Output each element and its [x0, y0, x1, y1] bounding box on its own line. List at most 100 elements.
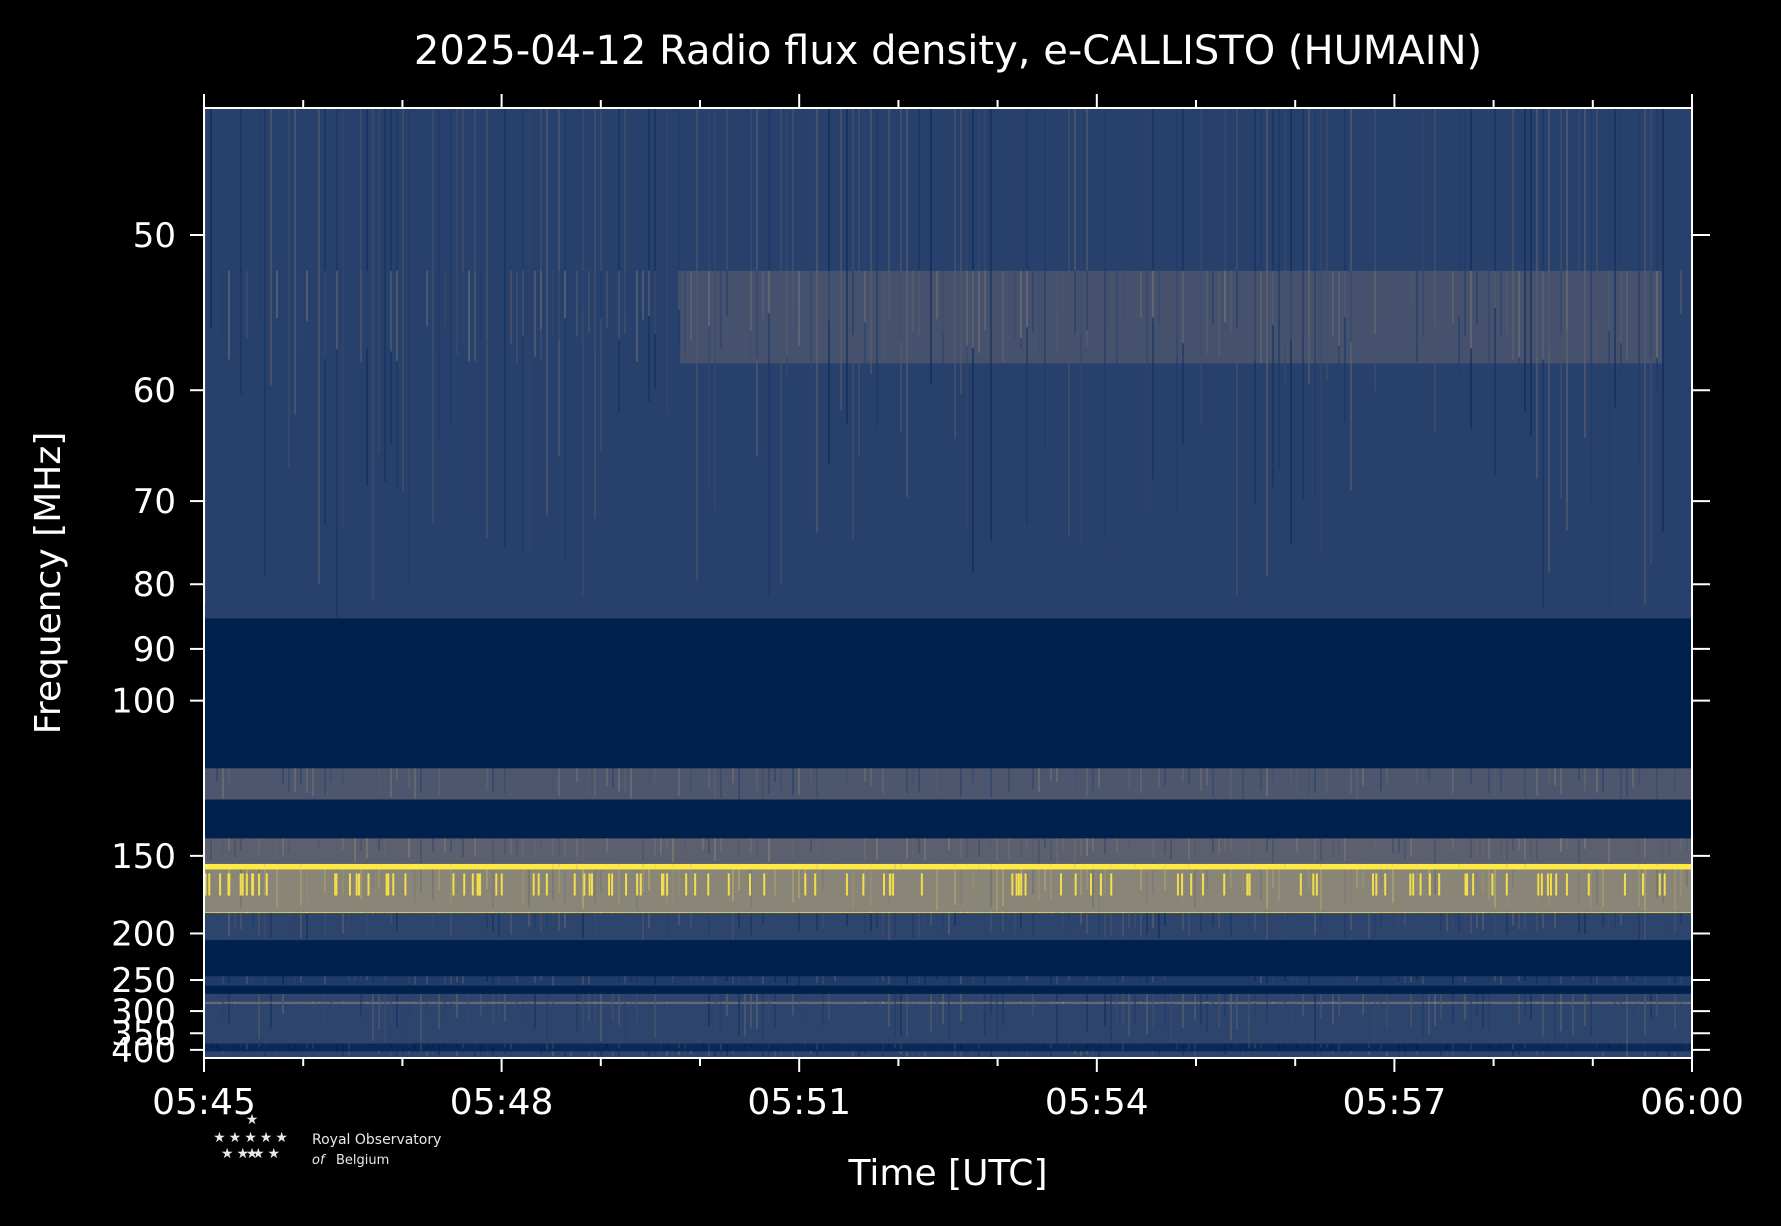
- texture-streak: [1230, 869, 1232, 888]
- burst-mark: [804, 873, 807, 896]
- texture-streak: [528, 869, 530, 907]
- spectrogram-texture: [204, 108, 1688, 1058]
- texture-streak: [888, 1001, 890, 1004]
- texture-streak: [1170, 1043, 1172, 1048]
- texture-streak: [1422, 768, 1424, 785]
- texture-streak: [1572, 270, 1574, 361]
- texture-streak: [630, 863, 632, 869]
- texture-streak: [1560, 1001, 1562, 1004]
- texture-streak: [702, 838, 704, 852]
- texture-streak: [288, 838, 290, 853]
- texture-streak: [816, 863, 818, 869]
- texture-streak: [504, 976, 506, 982]
- texture-streak: [1644, 768, 1646, 793]
- texture-streak: [666, 1001, 668, 1004]
- texture-streak: [372, 911, 374, 914]
- texture-streak: [894, 1043, 896, 1048]
- texture-streak: [558, 838, 560, 856]
- texture-streak: [258, 1043, 260, 1047]
- burst-mark: [477, 873, 480, 896]
- texture-streak: [1458, 993, 1460, 1016]
- texture-streak: [732, 768, 734, 784]
- texture-streak: [270, 1001, 272, 1004]
- texture-streak: [480, 270, 482, 341]
- texture-streak: [624, 768, 626, 793]
- texture-streak: [1284, 911, 1286, 914]
- texture-streak: [552, 976, 554, 986]
- texture-streak: [438, 1051, 440, 1055]
- texture-streak: [546, 1001, 548, 1003]
- texture-streak: [552, 768, 554, 794]
- texture-streak: [1512, 1043, 1514, 1050]
- texture-streak: [1104, 838, 1106, 854]
- texture-streak: [690, 863, 692, 869]
- texture-streak: [1140, 976, 1142, 981]
- texture-streak: [258, 911, 260, 914]
- texture-streak: [1344, 270, 1346, 317]
- texture-streak: [876, 1051, 878, 1056]
- texture-streak: [378, 838, 380, 850]
- texture-streak: [1548, 1043, 1550, 1050]
- texture-streak: [1068, 1043, 1070, 1049]
- texture-streak: [1350, 768, 1352, 794]
- texture-streak: [408, 1001, 410, 1004]
- texture-streak: [1632, 1001, 1634, 1004]
- texture-streak: [1656, 108, 1658, 394]
- texture-streak: [1218, 863, 1220, 868]
- texture-streak: [414, 1051, 416, 1058]
- texture-streak: [492, 1001, 494, 1004]
- texture-streak: [1140, 869, 1142, 890]
- texture-streak: [1416, 270, 1418, 362]
- texture-streak: [1206, 976, 1208, 984]
- texture-streak: [1350, 1001, 1352, 1004]
- texture-streak: [894, 976, 896, 986]
- texture-streak: [216, 1043, 218, 1049]
- texture-streak: [972, 768, 974, 784]
- texture-streak: [714, 768, 716, 799]
- burst-mark: [258, 873, 261, 896]
- texture-streak: [1686, 1051, 1688, 1056]
- texture-streak: [1182, 1051, 1184, 1056]
- texture-streak: [342, 768, 344, 784]
- texture-streak: [1386, 863, 1388, 870]
- texture-streak: [840, 869, 842, 889]
- texture-streak: [618, 1051, 620, 1056]
- texture-streak: [1356, 1001, 1358, 1004]
- texture-streak: [264, 913, 266, 938]
- texture-streak: [462, 108, 464, 327]
- texture-streak: [762, 1051, 764, 1058]
- texture-streak: [846, 1051, 848, 1057]
- texture-streak: [1248, 976, 1250, 986]
- texture-streak: [1680, 913, 1682, 926]
- texture-streak: [1578, 838, 1580, 864]
- texture-streak: [1020, 913, 1022, 929]
- texture-streak: [1392, 863, 1394, 868]
- texture-streak: [852, 869, 854, 909]
- texture-streak: [1566, 838, 1568, 850]
- texture-streak: [1584, 976, 1586, 983]
- texture-streak: [1512, 1051, 1514, 1056]
- texture-streak: [876, 913, 878, 928]
- texture-streak: [1044, 1001, 1046, 1004]
- texture-streak: [1260, 976, 1262, 984]
- texture-streak: [798, 270, 800, 346]
- texture-streak: [768, 1043, 770, 1049]
- texture-streak: [1368, 913, 1370, 939]
- texture-streak: [1044, 838, 1046, 849]
- texture-streak: [1566, 911, 1568, 913]
- texture-streak: [1080, 1001, 1082, 1004]
- texture-streak: [288, 768, 290, 793]
- burst-mark: [1384, 873, 1387, 896]
- texture-streak: [966, 1001, 968, 1004]
- texture-streak: [954, 108, 956, 439]
- texture-streak: [1416, 1051, 1418, 1055]
- texture-streak: [786, 1043, 788, 1051]
- texture-streak: [1476, 869, 1478, 892]
- burst-mark: [355, 873, 358, 896]
- texture-streak: [1140, 1001, 1142, 1004]
- texture-streak: [1242, 768, 1244, 799]
- texture-streak: [1050, 911, 1052, 914]
- texture-streak: [1386, 768, 1388, 783]
- texture-streak: [954, 1043, 956, 1050]
- texture-streak: [876, 838, 878, 860]
